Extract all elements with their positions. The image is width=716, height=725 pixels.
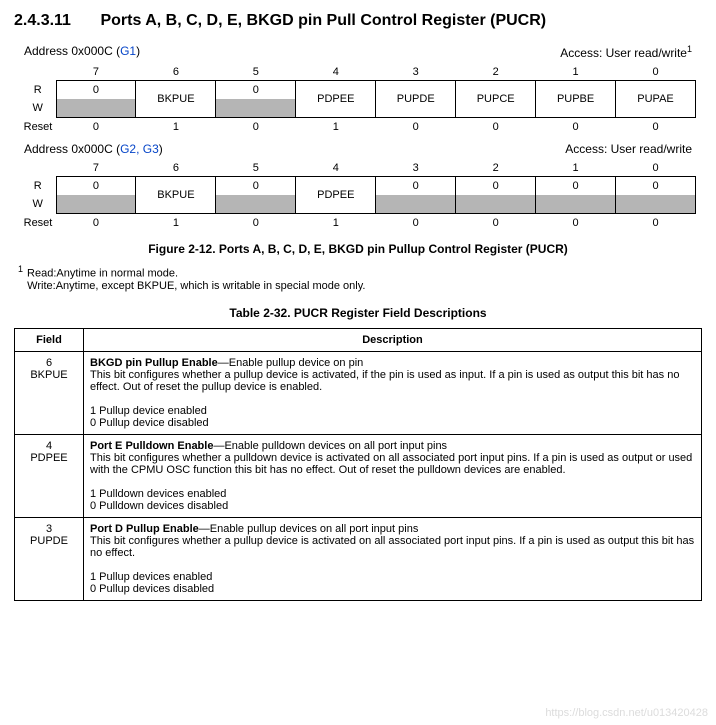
figure-caption: Figure 2-12. Ports A, B, C, D, E, BKGD p… bbox=[14, 242, 702, 256]
access-line-2: Access: User read/write bbox=[565, 142, 692, 156]
table-row: 4 PDPEE Port E Pulldown Enable—Enable pu… bbox=[15, 434, 702, 517]
bit0-w bbox=[616, 195, 696, 214]
reset-row: Reset 01 01 00 00 bbox=[20, 214, 696, 233]
watermark: https://blog.csdn.net/u013420428 bbox=[545, 707, 708, 719]
field-description-table: Field Description 6 BKPUE BKGD pin Pullu… bbox=[14, 328, 702, 601]
address-line-2: Address 0x000C (G2, G3) bbox=[24, 142, 163, 156]
bit-number-row: 76 54 32 10 bbox=[20, 160, 696, 177]
bit0-r: 0 bbox=[616, 177, 696, 196]
col-field: Field bbox=[15, 328, 84, 351]
read-row: R 0 BKPUE 0 PDPEE PUPDE PUPCE PUPBE PUPA… bbox=[20, 81, 696, 100]
table-caption: Table 2-32. PUCR Register Field Descript… bbox=[14, 306, 702, 320]
table-row: 3 PUPDE Port D Pullup Enable—Enable pull… bbox=[15, 517, 702, 600]
section-title: Ports A, B, C, D, E, BKGD pin Pull Contr… bbox=[100, 12, 546, 29]
section-heading: 2.4.3.11 Ports A, B, C, D, E, BKGD pin P… bbox=[14, 12, 702, 30]
reset-row: Reset 01 01 00 00 bbox=[20, 118, 696, 137]
bit3-r: 0 bbox=[376, 177, 456, 196]
bit1-r: 0 bbox=[536, 177, 616, 196]
bit2-w bbox=[456, 195, 536, 214]
register-table-1: 76 54 32 10 R 0 BKPUE 0 PDPEE PUPDE PUPC… bbox=[20, 64, 696, 136]
bit1: PUPBE bbox=[536, 81, 616, 118]
bit7-r: 0 bbox=[56, 81, 136, 100]
section-number: 2.4.3.11 bbox=[14, 12, 96, 30]
bit7-w bbox=[56, 195, 136, 214]
bit-number-row: 76 54 32 10 bbox=[20, 64, 696, 81]
register-table-2: 76 54 32 10 R 0 BKPUE 0 PDPEE 0 0 0 0 W … bbox=[20, 160, 696, 232]
link-g1[interactable]: G1 bbox=[120, 44, 136, 58]
bit2: PUPCE bbox=[456, 81, 536, 118]
bit6: BKPUE bbox=[136, 81, 216, 118]
bit4: PDPEE bbox=[296, 177, 376, 214]
bit7-r: 0 bbox=[56, 177, 136, 196]
col-desc: Description bbox=[84, 328, 702, 351]
bit1-w bbox=[536, 195, 616, 214]
table-row: 6 BKPUE BKGD pin Pullup Enable—Enable pu… bbox=[15, 351, 702, 434]
bit4: PDPEE bbox=[296, 81, 376, 118]
bit3-w bbox=[376, 195, 456, 214]
read-row: R 0 BKPUE 0 PDPEE 0 0 0 0 bbox=[20, 177, 696, 196]
bit2-r: 0 bbox=[456, 177, 536, 196]
bit3: PUPDE bbox=[376, 81, 456, 118]
link-g2g3[interactable]: G2, G3 bbox=[120, 142, 159, 156]
bit6: BKPUE bbox=[136, 177, 216, 214]
bit5-r: 0 bbox=[216, 81, 296, 100]
bit5-w bbox=[216, 195, 296, 214]
register-block-1: Address 0x000C (G1) Access: User read/wr… bbox=[20, 44, 696, 232]
access-line-1: Access: User read/write1 bbox=[560, 44, 692, 60]
bit7-w bbox=[56, 99, 136, 118]
footnote-1: 1Read:Anytime in normal mode. Write:Anyt… bbox=[18, 264, 698, 292]
bit5-r: 0 bbox=[216, 177, 296, 196]
bit5-w bbox=[216, 99, 296, 118]
address-line-1: Address 0x000C (G1) bbox=[24, 44, 140, 60]
bit0: PUPAE bbox=[616, 81, 696, 118]
